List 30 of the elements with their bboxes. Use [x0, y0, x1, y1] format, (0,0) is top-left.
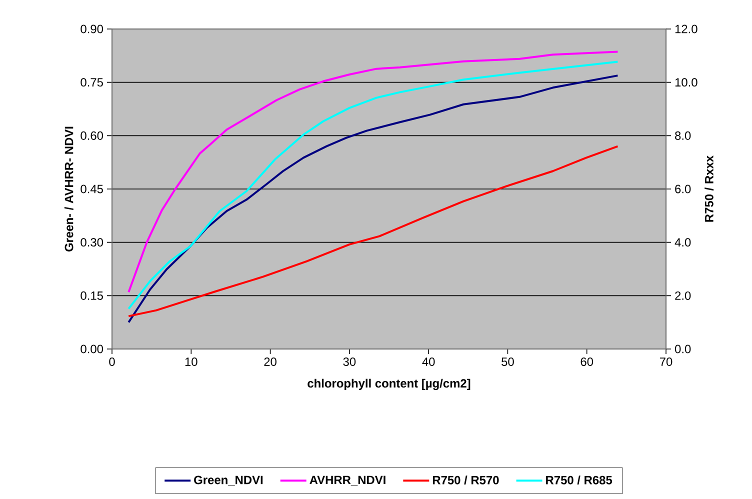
y-tick-label: 0.45: [80, 184, 103, 194]
y-tick-label: 0.90: [80, 24, 104, 34]
x-tick-label: 50: [502, 358, 514, 366]
y2-tick-label: 8.0: [675, 131, 691, 140]
y2-tick-label: 10.0: [675, 78, 698, 87]
y-tick-label: 0.75: [80, 78, 103, 87]
y-axis-title: Green- / AVHRR- NDVI: [64, 126, 74, 252]
legend-label: R750 / R570: [432, 476, 499, 484]
x-axis-title: chlorophyll content [µg/cm2]: [308, 378, 470, 390]
y2-axis-title: R750 / Rxxx: [704, 156, 714, 222]
y-tick-label: 0.00: [80, 344, 104, 354]
y2-tick-label: 12.0: [675, 24, 698, 34]
y2-tick-label: 6.0: [675, 184, 691, 194]
y-tick-label: 0.60: [80, 131, 104, 140]
x-tick-label: 10: [185, 358, 198, 366]
legend-label: R750 / R685: [546, 476, 612, 484]
x-tick-label: 20: [264, 358, 276, 366]
y2-tick-label: 0.0: [674, 344, 691, 354]
y2-tick-label: 2.0: [675, 291, 691, 300]
legend-label: AVHRR_NDVI: [310, 476, 386, 486]
y2-tick-label: 4.0: [674, 238, 691, 247]
x-tick-label: 0: [109, 358, 115, 366]
line-series: [128, 145, 619, 318]
x-tick-label: 70: [660, 358, 672, 366]
x-tick-label: 40: [422, 358, 435, 366]
y-tick-label: 0.30: [80, 238, 104, 247]
legend-label: Green_NDVI: [194, 476, 263, 486]
x-tick-label: 60: [580, 358, 594, 366]
x-tick-label: 30: [343, 358, 356, 366]
y-tick-label: 0.15: [80, 291, 103, 300]
